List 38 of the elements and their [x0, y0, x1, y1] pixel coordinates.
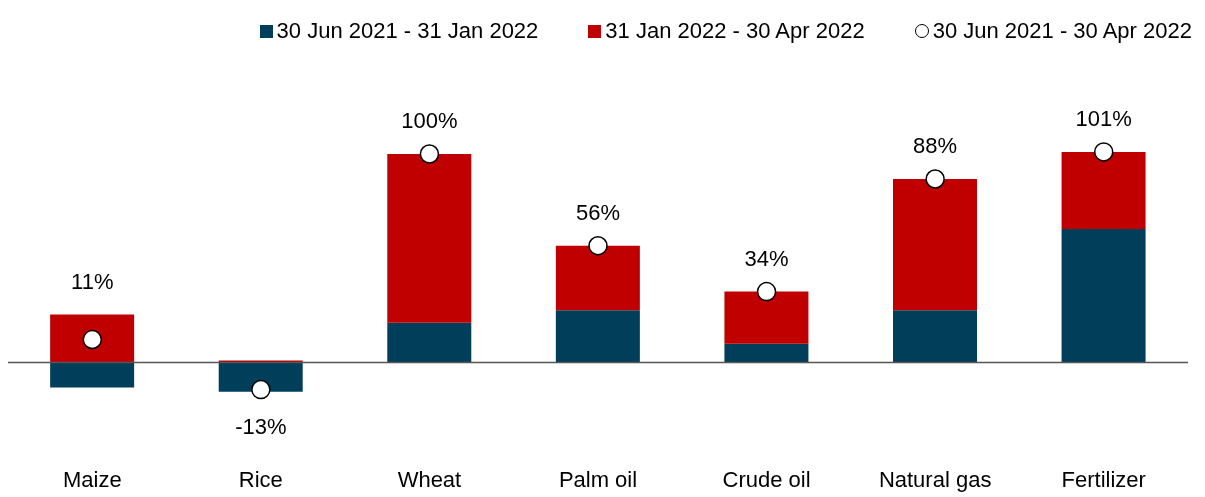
point [756, 281, 777, 302]
bar [724, 343, 809, 363]
bar [387, 322, 472, 363]
point [82, 329, 103, 350]
x-tick-label: Wheat [397, 466, 462, 492]
bar [387, 153, 472, 323]
data-label: 100% [401, 107, 458, 133]
legend-label: 30 Jun 2021 - 30 Apr 2022 [932, 18, 1192, 44]
point [419, 144, 440, 164]
point [1093, 142, 1114, 162]
point [925, 169, 945, 189]
x-tick-label: Crude oil [722, 466, 811, 492]
bar [555, 245, 640, 311]
data-label: -13% [235, 413, 287, 439]
x-tick-label: Rice [238, 466, 283, 492]
bar [724, 291, 809, 344]
bar [1061, 229, 1146, 363]
x-tick-label: Fertilizer [1061, 466, 1146, 492]
data-label: 11% [71, 268, 114, 294]
bar [893, 179, 977, 311]
legend-label: 31 Jan 2022 - 30 Apr 2022 [605, 18, 865, 44]
data-label: 34% [744, 245, 789, 271]
point [588, 235, 608, 256]
data-label: 88% [913, 133, 958, 159]
bar [50, 314, 135, 363]
bar [50, 362, 135, 388]
x-tick-label: Maize [62, 466, 122, 492]
bar [1061, 151, 1146, 230]
bar [218, 362, 303, 392]
data-label: 101% [1075, 105, 1132, 131]
bar [555, 310, 640, 363]
x-tick-label: Natural gas [878, 466, 992, 492]
bar [893, 310, 977, 363]
x-tick-label: Palm oil [558, 466, 638, 492]
bar [218, 360, 303, 363]
data-label: 56% [575, 199, 621, 225]
legend-label: 30 Jun 2021 - 31 Jan 2022 [276, 18, 539, 44]
point [251, 379, 271, 400]
